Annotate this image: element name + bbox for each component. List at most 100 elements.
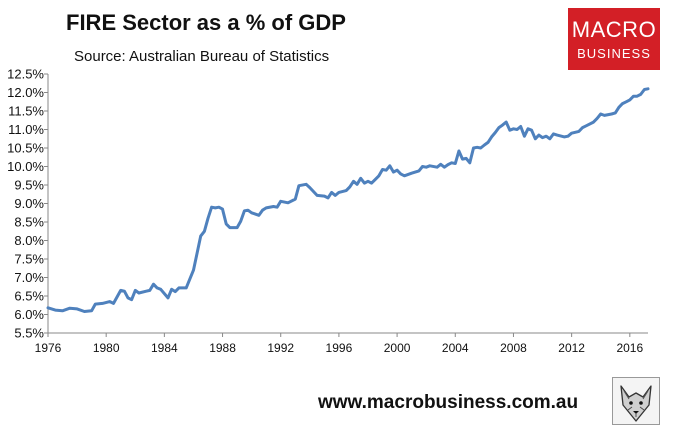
- y-tick-label: 12.5%: [7, 67, 44, 82]
- data-point: [126, 296, 130, 300]
- data-point: [548, 137, 552, 140]
- logo-line-2: BUSINESS: [577, 46, 651, 61]
- data-point: [384, 169, 388, 172]
- data-point: [112, 302, 115, 305]
- y-tick-label: 9.5%: [14, 178, 44, 193]
- data-point: [472, 146, 475, 150]
- x-tick-label: 1980: [93, 341, 120, 355]
- data-point: [210, 206, 213, 209]
- data-point: [304, 183, 308, 186]
- logo-line-1: MACRO: [571, 17, 657, 42]
- data-point: [530, 129, 533, 132]
- y-tick-label: 6.5%: [14, 289, 44, 304]
- data-point: [61, 309, 64, 312]
- data-point: [272, 205, 275, 208]
- y-tick-label: 7.5%: [14, 252, 44, 267]
- data-point: [246, 208, 250, 212]
- data-point: [464, 157, 468, 160]
- data-point: [348, 185, 352, 189]
- data-point: [214, 206, 217, 210]
- y-tick-label: 12.0%: [7, 85, 44, 100]
- y-tick-label: 9.0%: [14, 196, 44, 211]
- data-point: [563, 135, 566, 139]
- data-point: [443, 166, 446, 169]
- data-point: [603, 114, 606, 117]
- data-point: [217, 206, 221, 209]
- y-tick-label: 5.5%: [14, 326, 44, 341]
- data-point: [90, 309, 93, 312]
- y-tick-label: 10.5%: [7, 141, 44, 156]
- data-point: [381, 168, 384, 171]
- y-tick-label: 6.0%: [14, 307, 44, 322]
- data-point: [621, 102, 624, 105]
- data-point: [148, 289, 152, 292]
- data-point: [108, 300, 112, 303]
- data-point: [544, 134, 548, 138]
- data-point: [68, 307, 72, 310]
- data-point: [250, 211, 253, 214]
- data-point: [403, 174, 406, 177]
- data-point: [454, 162, 457, 165]
- x-tick-label: 2008: [500, 341, 527, 355]
- data-point: [515, 128, 519, 131]
- data-point: [166, 296, 170, 300]
- y-tick-label: 8.5%: [14, 215, 44, 230]
- data-point: [344, 189, 348, 192]
- data-point: [599, 112, 602, 116]
- data-point: [294, 197, 297, 201]
- data-point: [363, 181, 366, 185]
- data-point: [326, 196, 330, 200]
- data-point: [537, 133, 541, 137]
- data-point: [595, 117, 599, 120]
- data-point: [152, 282, 155, 286]
- data-point: [410, 171, 413, 175]
- data-point: [439, 163, 442, 166]
- wolf-mascot-icon: [612, 377, 660, 425]
- data-point: [75, 307, 79, 311]
- data-point: [541, 136, 544, 139]
- data-point: [101, 302, 104, 305]
- data-point: [570, 132, 573, 135]
- data-point: [497, 126, 501, 129]
- data-point: [552, 132, 555, 136]
- x-tick-label: 1976: [35, 341, 62, 355]
- data-point: [377, 174, 381, 177]
- data-point: [239, 220, 242, 223]
- data-point: [526, 127, 530, 130]
- x-tick-label: 1996: [326, 341, 353, 355]
- data-point: [46, 306, 50, 310]
- footer-url[interactable]: www.macrobusiness.com.au: [318, 392, 579, 413]
- chart-title: FIRE Sector as a % of GDP: [66, 10, 346, 35]
- x-tick-label: 1992: [267, 341, 294, 355]
- data-point: [315, 194, 319, 197]
- data-point: [359, 177, 362, 180]
- data-point: [490, 135, 493, 139]
- data-point: [308, 186, 312, 189]
- data-point: [54, 308, 57, 312]
- data-point: [504, 120, 508, 124]
- data-point: [435, 166, 439, 169]
- x-tick-label: 2004: [442, 341, 469, 355]
- series-line: [46, 87, 650, 313]
- data-point: [395, 169, 399, 172]
- data-point: [479, 146, 482, 150]
- data-point: [643, 88, 646, 91]
- data-point: [424, 166, 428, 169]
- data-point: [123, 289, 126, 293]
- data-point: [614, 111, 617, 115]
- data-point: [170, 288, 173, 291]
- data-point: [275, 206, 279, 209]
- macrobusiness-logo[interactable]: MACRO BUSINESS: [568, 8, 660, 70]
- data-point: [352, 180, 355, 183]
- data-point: [144, 289, 148, 293]
- data-point: [388, 164, 392, 167]
- data-point: [624, 100, 628, 103]
- data-point: [337, 191, 341, 194]
- data-point: [134, 289, 137, 292]
- data-point: [174, 290, 177, 293]
- data-point: [519, 125, 522, 128]
- x-tick-label: 1984: [151, 341, 178, 355]
- data-point: [534, 137, 537, 140]
- data-point: [399, 172, 402, 176]
